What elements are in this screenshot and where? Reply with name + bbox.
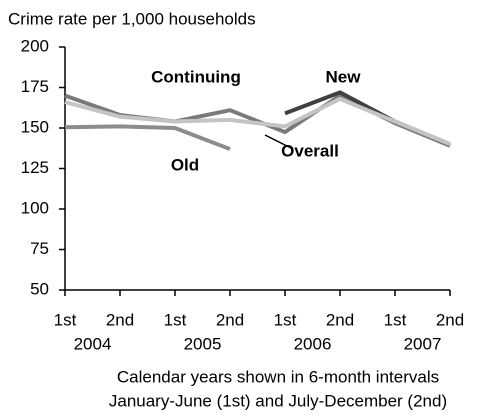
x-axis-title: January-June (1st) and July-December (2n…: [109, 391, 447, 410]
leader-line: [264, 134, 294, 150]
x-year-label: 2006: [294, 334, 332, 353]
y-tick-label: 175: [21, 77, 49, 96]
y-tick-label: 200: [21, 36, 49, 55]
series-label: New: [326, 67, 362, 86]
x-tick-label: 2nd: [436, 310, 464, 329]
y-tick-label: 100: [21, 198, 49, 217]
x-tick-label: 2nd: [106, 310, 134, 329]
x-tick-label: 2nd: [326, 310, 354, 329]
x-tick-label: 1st: [274, 310, 297, 329]
series-label: Continuing: [151, 67, 241, 86]
x-axis-title: Calendar years shown in 6-month interval…: [117, 367, 439, 386]
series-line: [64, 124, 231, 151]
y-tick-label: 75: [30, 239, 49, 258]
x-tick-label: 1st: [164, 310, 187, 329]
chart-title: Crime rate per 1,000 households: [8, 9, 256, 28]
series-label: Overall: [281, 141, 339, 160]
x-tick-label: 2nd: [216, 310, 244, 329]
series-label: Old: [171, 155, 199, 174]
x-year-label: 2004: [74, 334, 112, 353]
series-line: [64, 96, 451, 147]
x-year-label: 2005: [184, 334, 222, 353]
y-tick-label: 50: [30, 279, 49, 298]
x-tick-label: 1st: [384, 310, 407, 329]
x-year-label: 2007: [404, 334, 442, 353]
y-tick-label: 150: [21, 117, 49, 136]
x-tick-label: 1st: [54, 310, 77, 329]
y-tick-label: 125: [21, 158, 49, 177]
